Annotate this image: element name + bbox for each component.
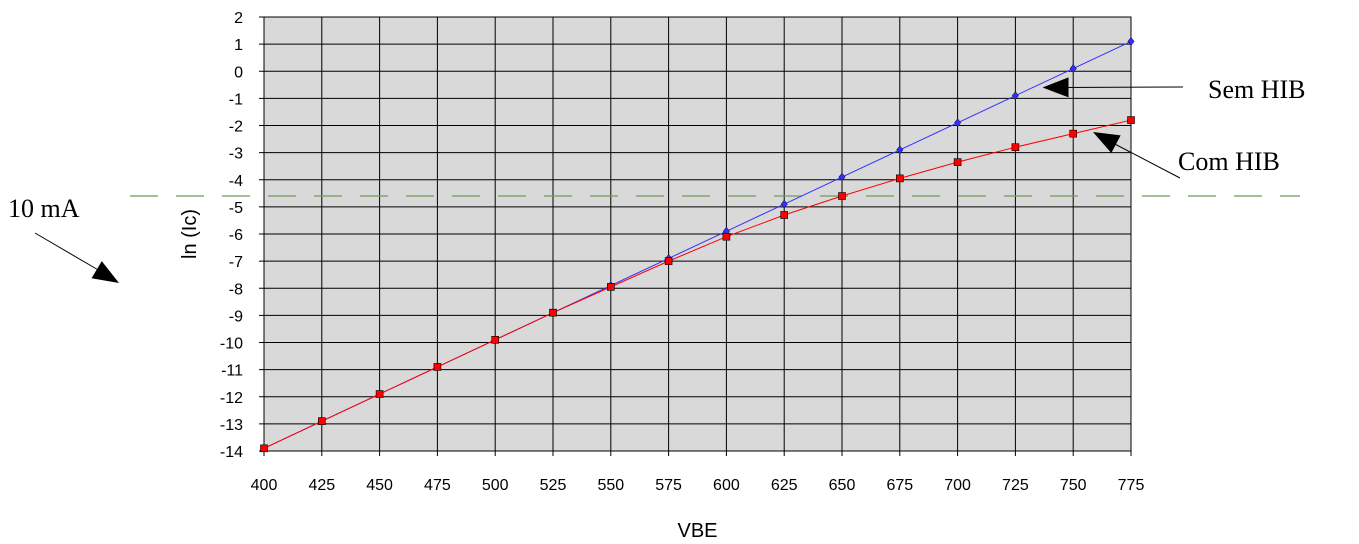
y-tick-label: -9 (229, 308, 243, 325)
x-tick-label: 725 (1002, 477, 1029, 494)
x-tick-label: 475 (424, 477, 451, 494)
x-tick-label: 575 (655, 477, 682, 494)
data-point (895, 174, 904, 183)
x-tick-label: 700 (944, 477, 971, 494)
ref-10ma-label: 10 mA (8, 194, 80, 223)
x-tick-label: 525 (540, 477, 567, 494)
annotations: Sem HIB Com HIB 10 mA (8, 75, 1306, 283)
y-tick-label: -13 (220, 417, 243, 434)
data-point (1011, 143, 1020, 151)
data-point (664, 257, 673, 265)
series-group (260, 37, 1135, 453)
ref-10ma-arrow-head (91, 261, 119, 283)
sem-hib-arrow-head (1042, 77, 1069, 98)
y-tick-label: 0 (234, 64, 243, 81)
data-point (953, 158, 962, 166)
x-tick-label: 650 (829, 477, 856, 494)
data-point (1069, 64, 1077, 73)
data-point (722, 232, 731, 241)
tick-labels: 400 425 450 475 500 525 550 575 600 625 650 675 700 7… (220, 10, 1145, 494)
data-point (317, 417, 326, 425)
y-tick-label: -4 (229, 173, 243, 190)
y-tick-label: -7 (229, 254, 243, 271)
data-point (1127, 116, 1135, 124)
x-tick-label: 675 (886, 477, 913, 494)
y-tick-label: -3 (229, 146, 243, 163)
x-tick-label: 600 (713, 477, 740, 494)
data-point (780, 199, 788, 209)
plot-border (263, 16, 1132, 452)
data-point (606, 283, 615, 291)
data-point (1127, 37, 1135, 46)
data-point (954, 118, 962, 128)
sem-hib-label: Sem HIB (1208, 75, 1306, 104)
sem-hib-arrow-line (1062, 86, 1184, 89)
ref-10ma-arrow-line (34, 232, 101, 272)
com-hib-arrow-head (1093, 132, 1121, 153)
com-hib-arrow-line (1108, 140, 1181, 179)
data-point (260, 444, 268, 453)
x-tick-label: 775 (1118, 477, 1145, 494)
x-tick-label: 625 (771, 477, 798, 494)
grid (259, 16, 1132, 456)
y-tick-label: -5 (229, 200, 243, 217)
x-tick-label: 750 (1060, 477, 1087, 494)
x-tick-label: 450 (366, 477, 393, 494)
x-tick-label: 425 (308, 477, 335, 494)
y-tick-label: -8 (229, 281, 243, 298)
y-tick-label: -14 (220, 444, 243, 461)
data-point (433, 363, 442, 371)
y-tick-label: -2 (229, 119, 243, 136)
x-axis-title: VBE (677, 520, 717, 542)
y-tick-label: -1 (229, 91, 243, 108)
y-tick-label: -12 (220, 390, 243, 407)
y-tick-label: 2 (234, 10, 243, 27)
y-tick-label: -6 (229, 227, 243, 244)
data-point (896, 145, 904, 155)
y-tick-label: -10 (220, 336, 243, 353)
data-point (1011, 91, 1019, 101)
com-hib-label: Com HIB (1178, 147, 1280, 176)
data-point (375, 390, 384, 398)
data-point (838, 192, 846, 200)
x-tick-label: 550 (597, 477, 624, 494)
data-point (549, 308, 557, 317)
x-tick-label: 400 (251, 477, 278, 494)
x-tick-label: 500 (482, 477, 509, 494)
data-point (780, 211, 789, 219)
data-point (491, 335, 500, 344)
series-line-1 (263, 119, 1132, 449)
data-point (838, 172, 846, 182)
y-tick-label: 1 (234, 37, 243, 54)
y-tick-label: -11 (221, 363, 243, 380)
data-point (1069, 129, 1077, 138)
y-axis-title: ln (Ic) (179, 209, 201, 259)
